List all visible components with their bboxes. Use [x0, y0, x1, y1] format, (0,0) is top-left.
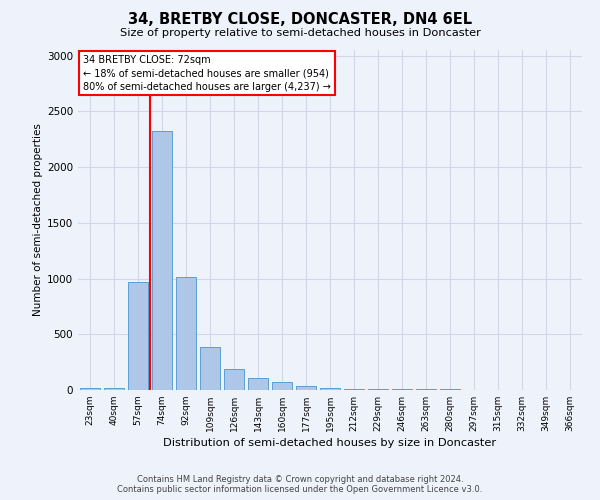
Text: Contains HM Land Registry data © Crown copyright and database right 2024.
Contai: Contains HM Land Registry data © Crown c… — [118, 474, 482, 494]
Bar — [200, 346, 220, 390]
Bar — [272, 382, 292, 390]
Bar — [128, 282, 148, 390]
Text: Size of property relative to semi-detached houses in Doncaster: Size of property relative to semi-detach… — [119, 28, 481, 38]
Bar — [320, 388, 340, 390]
Bar — [224, 370, 244, 390]
X-axis label: Distribution of semi-detached houses by size in Doncaster: Distribution of semi-detached houses by … — [163, 438, 497, 448]
Text: 34 BRETBY CLOSE: 72sqm
← 18% of semi-detached houses are smaller (954)
80% of se: 34 BRETBY CLOSE: 72sqm ← 18% of semi-det… — [83, 55, 331, 92]
Bar — [104, 388, 124, 390]
Bar — [152, 132, 172, 390]
Text: 34, BRETBY CLOSE, DONCASTER, DN4 6EL: 34, BRETBY CLOSE, DONCASTER, DN4 6EL — [128, 12, 472, 28]
Bar — [368, 389, 388, 390]
Bar — [248, 378, 268, 390]
Bar — [80, 388, 100, 390]
Bar — [296, 386, 316, 390]
Bar — [344, 389, 364, 390]
Bar — [176, 278, 196, 390]
Y-axis label: Number of semi-detached properties: Number of semi-detached properties — [33, 124, 43, 316]
